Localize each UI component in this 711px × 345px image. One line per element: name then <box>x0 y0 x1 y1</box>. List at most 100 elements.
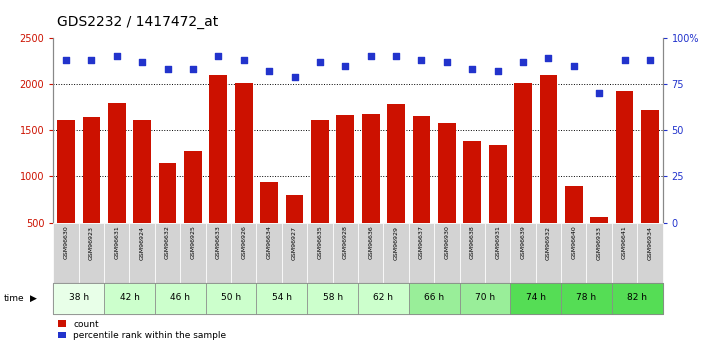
Bar <box>307 283 358 314</box>
Bar <box>409 223 434 283</box>
Bar <box>409 283 459 314</box>
Bar <box>641 110 659 269</box>
Bar <box>612 223 637 283</box>
Text: GSM96930: GSM96930 <box>444 226 449 259</box>
Text: GSM96932: GSM96932 <box>546 226 551 259</box>
Text: GSM96925: GSM96925 <box>191 226 196 259</box>
Bar <box>155 283 205 314</box>
Text: GSM96641: GSM96641 <box>622 226 627 259</box>
Text: GSM96636: GSM96636 <box>368 226 373 259</box>
Text: GSM96931: GSM96931 <box>495 226 500 259</box>
Text: 74 h: 74 h <box>525 293 546 302</box>
Point <box>466 67 478 72</box>
Bar <box>612 283 663 314</box>
Text: GSM96934: GSM96934 <box>648 226 653 259</box>
Text: time: time <box>4 294 24 303</box>
Bar <box>459 283 510 314</box>
Bar <box>387 105 405 269</box>
Bar <box>79 223 104 283</box>
Bar <box>464 141 481 269</box>
Text: GSM96933: GSM96933 <box>597 226 602 259</box>
Text: GSM96928: GSM96928 <box>343 226 348 259</box>
Bar <box>231 223 257 283</box>
Bar <box>637 223 663 283</box>
Bar <box>587 223 612 283</box>
Point <box>340 63 351 68</box>
Point <box>619 57 630 63</box>
Bar <box>565 186 583 269</box>
Point <box>137 59 148 65</box>
Bar <box>282 223 307 283</box>
Text: GSM96630: GSM96630 <box>63 226 68 259</box>
Bar <box>412 116 430 269</box>
Bar <box>257 283 307 314</box>
Point <box>441 59 452 65</box>
Bar <box>307 223 333 283</box>
Text: GSM96635: GSM96635 <box>317 226 322 259</box>
Text: 66 h: 66 h <box>424 293 444 302</box>
Bar <box>459 223 485 283</box>
Point <box>289 74 300 79</box>
Point <box>390 54 402 59</box>
Bar <box>260 182 278 269</box>
Bar <box>286 195 304 269</box>
Point <box>314 59 326 65</box>
Point <box>518 59 529 65</box>
Bar <box>362 114 380 269</box>
Text: GSM96637: GSM96637 <box>419 226 424 259</box>
Bar <box>181 223 205 283</box>
Text: 78 h: 78 h <box>577 293 597 302</box>
Point <box>644 57 656 63</box>
Bar <box>53 223 79 283</box>
Bar <box>561 223 587 283</box>
Text: 54 h: 54 h <box>272 293 292 302</box>
Bar <box>510 223 535 283</box>
Text: 46 h: 46 h <box>170 293 191 302</box>
Bar <box>159 162 176 269</box>
Text: GSM96926: GSM96926 <box>241 226 246 259</box>
Bar <box>434 223 459 283</box>
Bar <box>57 120 75 269</box>
Point <box>162 67 173 72</box>
Text: GSM96632: GSM96632 <box>165 226 170 259</box>
Bar <box>155 223 181 283</box>
Point <box>365 54 376 59</box>
Point <box>264 68 275 74</box>
Point <box>213 54 224 59</box>
Bar <box>311 120 328 269</box>
Bar <box>205 223 231 283</box>
Point <box>542 56 554 61</box>
Text: 42 h: 42 h <box>119 293 139 302</box>
Bar <box>358 223 383 283</box>
Bar <box>514 83 532 269</box>
Point <box>238 57 250 63</box>
Text: GSM96633: GSM96633 <box>216 226 221 259</box>
Bar <box>510 283 561 314</box>
Text: GSM96634: GSM96634 <box>267 226 272 259</box>
Bar <box>535 223 561 283</box>
Text: ▶: ▶ <box>30 294 37 303</box>
Bar <box>333 223 358 283</box>
Bar <box>184 151 202 269</box>
Text: 62 h: 62 h <box>373 293 393 302</box>
Bar <box>561 283 612 314</box>
Text: 70 h: 70 h <box>475 293 495 302</box>
Bar <box>129 223 155 283</box>
Text: GSM96929: GSM96929 <box>394 226 399 259</box>
Bar <box>104 223 129 283</box>
Bar <box>485 223 510 283</box>
Point <box>568 63 579 68</box>
Bar <box>205 283 257 314</box>
Text: 50 h: 50 h <box>221 293 241 302</box>
Text: 38 h: 38 h <box>69 293 89 302</box>
Bar <box>383 223 409 283</box>
Text: GSM96923: GSM96923 <box>89 226 94 259</box>
Bar <box>358 283 409 314</box>
Text: 58 h: 58 h <box>323 293 343 302</box>
Point <box>60 57 72 63</box>
Text: GSM96924: GSM96924 <box>139 226 144 259</box>
Bar <box>257 223 282 283</box>
Point <box>594 90 605 96</box>
Point <box>492 68 503 74</box>
Point <box>416 57 427 63</box>
